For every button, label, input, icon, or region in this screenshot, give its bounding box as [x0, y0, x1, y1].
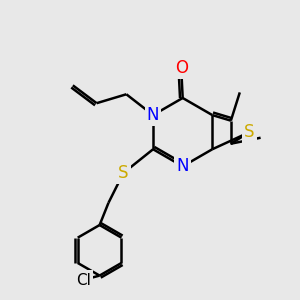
Text: S: S: [244, 123, 255, 141]
Text: N: N: [147, 106, 159, 124]
Text: O: O: [175, 59, 188, 77]
Text: S: S: [118, 164, 129, 182]
Text: N: N: [176, 157, 189, 175]
Text: Cl: Cl: [76, 272, 91, 287]
